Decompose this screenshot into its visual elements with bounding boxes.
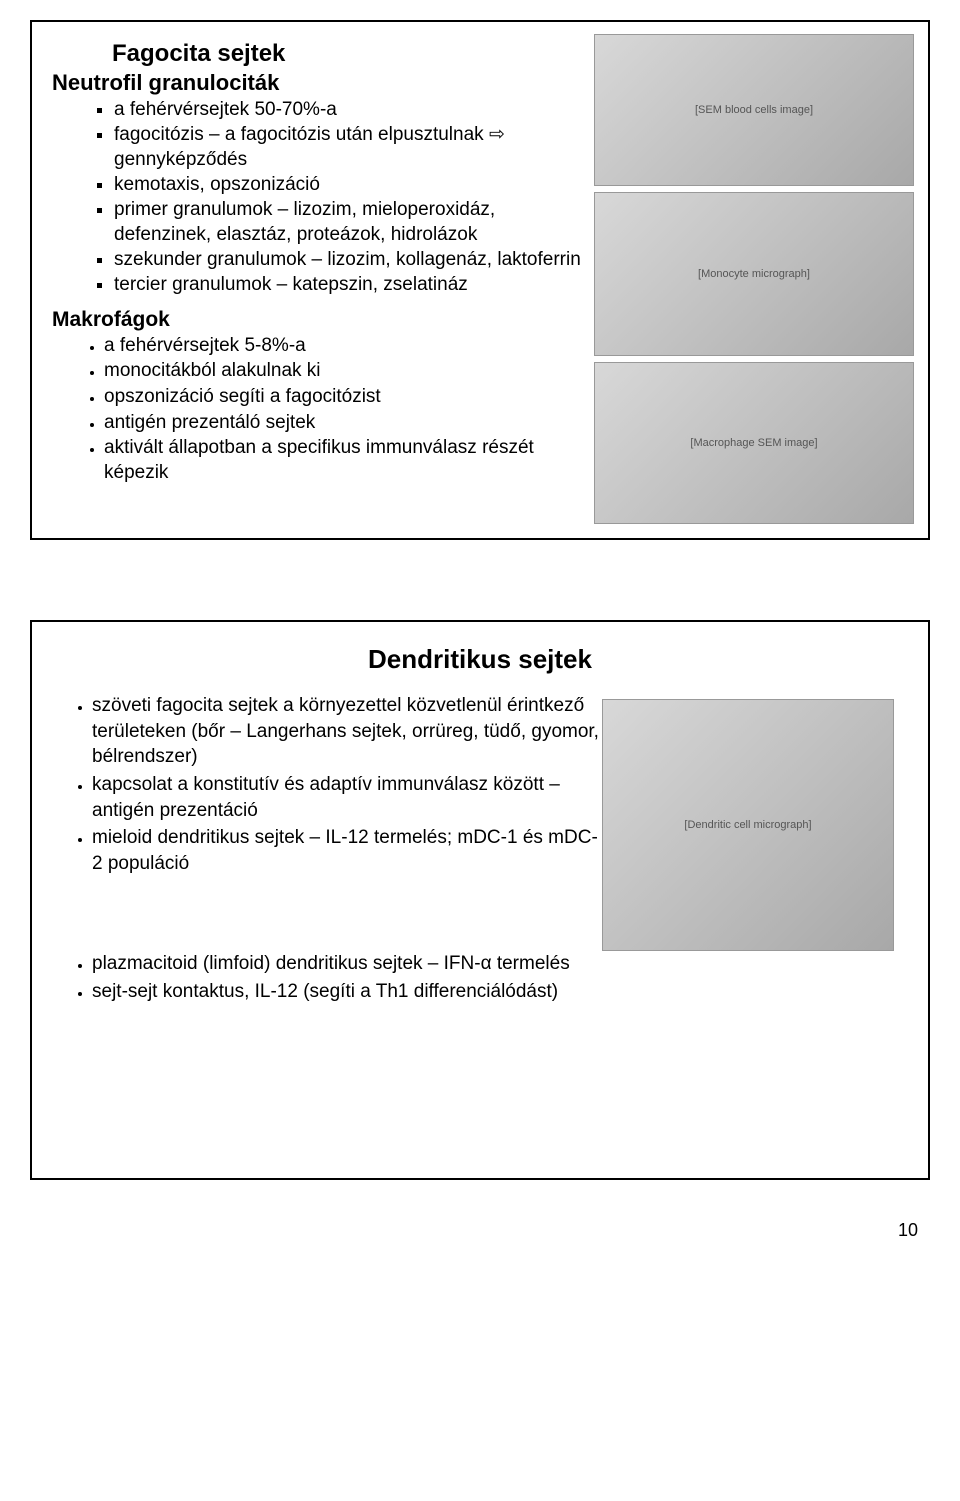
list-item: kemotaxis, opszonizáció [114, 173, 592, 197]
slide2-content-row: szöveti fagocita sejtek a környezettel k… [52, 691, 908, 951]
list-item: szekunder granulumok – lizozim, kollagen… [114, 248, 592, 272]
list-item: fagocitózis – a fagocitózis után elpuszt… [114, 123, 592, 172]
list-item: sejt-sejt kontaktus, IL-12 (segíti a Th1… [92, 979, 908, 1005]
slide1-section1-heading: Neutrofil granulociták [52, 70, 592, 96]
slide-2: Dendritikus sejtek szöveti fagocita sejt… [30, 620, 930, 1180]
list-item: plazmacitoid (limfoid) dendritikus sejte… [92, 951, 908, 977]
macrophage-image: [Macrophage SEM image] [594, 362, 914, 524]
blood-cells-image: [SEM blood cells image] [594, 34, 914, 186]
list-item: monocitákból alakulnak ki [104, 359, 592, 384]
list-item: antigén prezentáló sejtek [104, 411, 592, 436]
list-item: aktivált állapotban a specifikus immunvá… [104, 436, 592, 485]
slide1-images-column: [SEM blood cells image] [Monocyte microg… [594, 34, 914, 524]
list-item: mieloid dendritikus sejtek – IL-12 terme… [92, 825, 602, 876]
slide-1: Fagocita sejtek Neutrofil granulociták a… [30, 20, 930, 540]
slide1-section1-list: a fehérvérsejtek 50-70%-a fagocitózis – … [52, 98, 592, 298]
list-item: opszonizáció segíti a fagocitózist [104, 385, 592, 410]
slide2-list-narrow: szöveti fagocita sejtek a környezettel k… [52, 693, 602, 876]
list-item: tercier granulumok – katepszin, zselatin… [114, 273, 592, 297]
slide2-title: Dendritikus sejtek [52, 644, 908, 675]
slide2-image-column: [Dendritic cell micrograph] [602, 691, 902, 951]
list-item: szöveti fagocita sejtek a környezettel k… [92, 693, 602, 770]
dendritic-cell-image: [Dendritic cell micrograph] [602, 699, 894, 951]
list-item: kapcsolat a konstitutív és adaptív immun… [92, 772, 602, 823]
monocyte-image: [Monocyte micrograph] [594, 192, 914, 356]
list-item: a fehérvérsejtek 50-70%-a [114, 98, 592, 122]
slide1-section2-heading: Makrofágok [52, 308, 592, 332]
slide1-title: Fagocita sejtek [112, 40, 592, 68]
slide2-list-full: plazmacitoid (limfoid) dendritikus sejte… [52, 951, 908, 1004]
page-number: 10 [30, 1220, 930, 1241]
slide2-text-column: szöveti fagocita sejtek a környezettel k… [52, 691, 602, 951]
slide1-text-column: Fagocita sejtek Neutrofil granulociták a… [52, 40, 592, 486]
list-item: a fehérvérsejtek 5-8%-a [104, 334, 592, 359]
list-item: primer granulumok – lizozim, mieloperoxi… [114, 198, 592, 247]
slide1-section2-list: a fehérvérsejtek 5-8%-a monocitákból ala… [52, 334, 592, 486]
page-container: Fagocita sejtek Neutrofil granulociták a… [0, 0, 960, 1281]
